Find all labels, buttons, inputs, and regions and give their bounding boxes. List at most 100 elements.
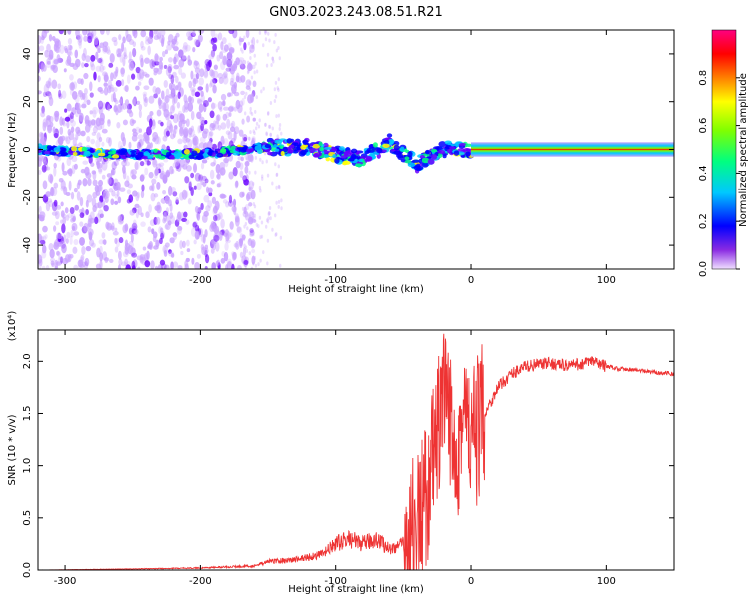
spectral-blob (89, 92, 94, 98)
x-tick-label: -200 (189, 576, 212, 587)
spectral-blob (140, 57, 144, 68)
spectral-blob (129, 209, 135, 216)
spectral-blob (280, 151, 285, 156)
spectral-blob (242, 59, 247, 65)
colorbar-label: Normalized spectral amplitude (738, 73, 749, 227)
spectral-blob (273, 213, 277, 218)
spectral-blob (176, 112, 183, 123)
spectral-blob (277, 113, 280, 118)
spectral-blob (139, 54, 144, 63)
spectral-blob (254, 170, 257, 175)
spectral-blob (248, 186, 253, 192)
spectral-blob (142, 254, 148, 262)
spectral-blob (74, 95, 80, 103)
spectral-blob (431, 154, 438, 160)
spectral-blob (185, 219, 190, 225)
spectral-blob (211, 196, 217, 205)
spectral-blob (312, 143, 320, 149)
spectral-blob (156, 204, 162, 214)
spectral-blob (271, 126, 274, 131)
spectral-blob (214, 200, 220, 211)
spectral-blob (121, 42, 125, 52)
spectral-blob (108, 188, 114, 193)
spectral-blob (145, 134, 150, 141)
spectral-blob (124, 258, 129, 267)
spectral-blob (60, 152, 69, 156)
spectral-blob (275, 173, 278, 178)
spectral-blob (124, 180, 130, 188)
spectral-blob (217, 142, 222, 150)
spectral-blob (252, 129, 255, 134)
snr-x-ticks: -300 -200 -100 0 100 (54, 330, 616, 587)
spectral-blob (38, 205, 42, 214)
spectral-blob (325, 156, 331, 162)
spectral-blob (147, 36, 153, 45)
spectral-blob (183, 106, 189, 113)
spectral-blob (342, 160, 351, 165)
spectral-blob (240, 75, 246, 83)
spectral-blob (98, 106, 103, 115)
spectral-blob (155, 163, 162, 169)
spectral-blob (95, 65, 102, 72)
spectral-blob (79, 263, 85, 269)
spectral-blob (156, 136, 161, 145)
spectral-blob (45, 80, 51, 89)
spectral-blob (55, 261, 62, 266)
spectral-blob (170, 252, 175, 258)
spectral-blob (163, 158, 169, 163)
spectral-blob (202, 234, 206, 244)
spectral-blob (48, 200, 53, 207)
spectral-blob (332, 148, 338, 152)
spectral-blob (228, 30, 235, 35)
spectral-blob (80, 130, 86, 137)
spectral-blob (251, 211, 255, 216)
spectral-blob (247, 69, 250, 74)
spectral-blob (244, 221, 248, 226)
spectral-blob (247, 181, 251, 186)
spectral-blob (169, 237, 175, 244)
spectral-blob (188, 154, 195, 160)
y-tick-label: 1.0 (22, 458, 33, 474)
spectral-blob (244, 165, 249, 174)
spectral-blob (103, 86, 109, 96)
spectral-blob (393, 144, 400, 151)
spectral-blob (114, 246, 119, 253)
spectral-blob (200, 123, 204, 132)
spectral-blob (143, 151, 150, 157)
spectral-blob (185, 118, 190, 128)
spectral-blob (42, 91, 48, 97)
spectral-blob (60, 201, 64, 207)
spectral-blob (49, 151, 57, 156)
spectral-blob (75, 58, 81, 68)
spectral-blob (255, 69, 259, 74)
spectral-blob (38, 169, 42, 175)
spectral-blob (243, 176, 246, 181)
spectral-blob (69, 115, 75, 124)
spectral-blob (109, 84, 114, 89)
spectral-blob (81, 103, 87, 109)
spectral-blob (225, 67, 232, 72)
spectral-blob (249, 228, 254, 233)
spectral-blob (181, 55, 187, 60)
spectral-blob (136, 100, 141, 105)
spectral-blob (161, 35, 165, 45)
spectral-blob (186, 248, 191, 253)
spectral-blob (273, 87, 277, 92)
spectral-blob (84, 257, 90, 267)
spectral-blob (101, 128, 108, 134)
spectral-blob (210, 248, 215, 254)
spectral-blob (219, 107, 223, 112)
spectral-blob (73, 231, 80, 236)
spectral-blob (137, 266, 141, 269)
spectral-blob (247, 41, 251, 46)
spectral-blob (162, 135, 168, 142)
spectral-blob (158, 226, 163, 234)
spectral-blob (131, 174, 137, 180)
spectral-blob (114, 227, 118, 232)
spectral-blob (192, 221, 197, 228)
spectral-blob (43, 30, 50, 34)
spectral-blob (168, 251, 174, 257)
spectral-blob (119, 104, 124, 113)
spectral-blob (167, 220, 172, 226)
spectral-blob (404, 156, 410, 161)
